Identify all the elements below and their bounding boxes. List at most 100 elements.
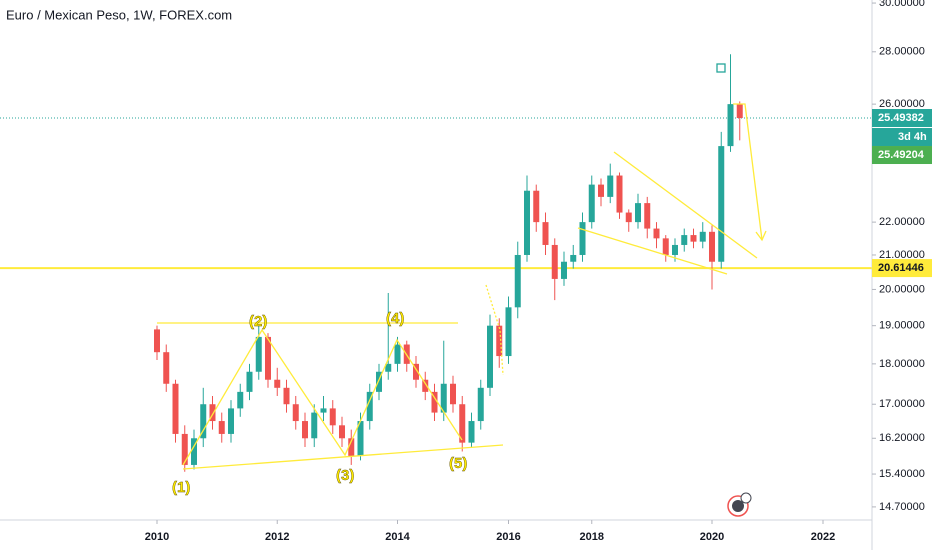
price-label-box (872, 259, 932, 278)
candle-body (699, 231, 706, 242)
wave-labels: (1) (2) (3) (4) (5) (172, 310, 468, 496)
candle-body (302, 421, 308, 439)
y-tick-label: 21.00000 (879, 249, 925, 261)
candle-body (598, 184, 604, 197)
candle-body (320, 408, 327, 413)
y-tick-label: 26.00000 (879, 98, 925, 110)
candle-body (718, 146, 725, 262)
candle-body (672, 244, 678, 255)
candle-body (690, 235, 697, 242)
candle-body (662, 238, 669, 255)
candle-body (311, 412, 318, 439)
x-tick-label: 2022 (811, 531, 835, 543)
candle-body (348, 438, 355, 456)
x-tick-label: 2012 (265, 531, 289, 543)
candle-body (579, 222, 586, 255)
candle-body (283, 387, 290, 405)
candle-body (237, 391, 244, 409)
candle-body (154, 329, 160, 353)
wave-label: (1) (172, 479, 190, 496)
candle-body (191, 438, 197, 465)
candle-body (339, 425, 345, 439)
candle-body (459, 404, 466, 443)
candle-body (477, 387, 484, 422)
candle-body (265, 336, 271, 380)
candle-body (413, 363, 419, 380)
candle-body (635, 203, 641, 223)
candle-body (376, 371, 382, 392)
candle-body (542, 222, 549, 245)
candle-body (163, 352, 170, 384)
x-tick-label: 2018 (580, 531, 604, 543)
wave-label: (2) (249, 313, 267, 330)
x-tick-label: 2016 (496, 531, 520, 543)
arrow-path (733, 103, 763, 241)
y-tick-label: 16.20000 (879, 432, 925, 444)
candle-body (228, 408, 234, 434)
alert-badge (727, 492, 752, 517)
y-tick-label: 17.00000 (879, 398, 925, 410)
countdown: 3d 4h (898, 131, 927, 143)
bid-label: 25.49204 (878, 149, 925, 161)
plot (0, 54, 872, 472)
candle-body (292, 404, 299, 422)
candle-body (218, 421, 225, 434)
candle-body (533, 190, 540, 223)
candle-body (246, 371, 253, 392)
candle-body (727, 104, 734, 147)
wave-path (182, 328, 463, 466)
candle-body (551, 244, 558, 279)
candle-body (422, 379, 429, 392)
support-line (182, 444, 504, 470)
candle-body (561, 261, 567, 279)
price-label: 25.49382 (878, 112, 924, 124)
candle-body (514, 254, 521, 308)
candle-body (653, 228, 660, 239)
candle-body (394, 344, 401, 364)
y-tick-label: 19.00000 (879, 320, 925, 332)
y-tick-label: 30.00000 (879, 0, 925, 9)
candle-body (505, 307, 512, 357)
candle-body (496, 325, 503, 357)
candle-body (209, 404, 216, 422)
candle-body (366, 391, 373, 422)
price-label: 20.61446 (878, 262, 924, 274)
candle-body (357, 421, 364, 456)
candle-body (255, 336, 262, 372)
candle-body (431, 391, 438, 413)
wedge-upper (613, 151, 758, 259)
candle-body (607, 175, 614, 197)
wave-label: (3) (336, 467, 354, 484)
wedge-lower (577, 227, 728, 275)
box (716, 63, 726, 73)
y-tick-label: 28.00000 (879, 46, 925, 58)
candle-body (274, 379, 281, 388)
drawings (157, 63, 767, 470)
candle-body (440, 383, 447, 413)
y-tick-label: 14.70000 (879, 501, 925, 513)
x-tick-label: 2020 (700, 531, 724, 543)
candle-body (588, 184, 595, 223)
wave-label: (4) (386, 310, 404, 327)
candle-body (181, 433, 188, 465)
candle-body (709, 231, 715, 262)
wave-label: (5) (449, 455, 467, 472)
candle-body (487, 325, 493, 388)
candle-body (329, 408, 336, 426)
candle-body (200, 404, 207, 439)
y-tick-label: 22.00000 (879, 216, 925, 228)
y-tick-label: 20.00000 (879, 283, 925, 295)
candle-body (681, 235, 688, 245)
countdown-box (872, 128, 932, 147)
candle-body (616, 175, 623, 213)
candle-body (644, 203, 651, 229)
candle-body (736, 104, 743, 119)
price-label-box (872, 109, 932, 128)
channel (485, 284, 504, 376)
y-tick-label: 18.00000 (879, 358, 925, 370)
chart-title: Euro / Mexican Peso, 1W, FOREX.com (6, 7, 232, 22)
candle-body (468, 421, 475, 443)
x-tick-label: 2014 (385, 531, 410, 543)
x-tick-label: 2010 (145, 531, 169, 543)
